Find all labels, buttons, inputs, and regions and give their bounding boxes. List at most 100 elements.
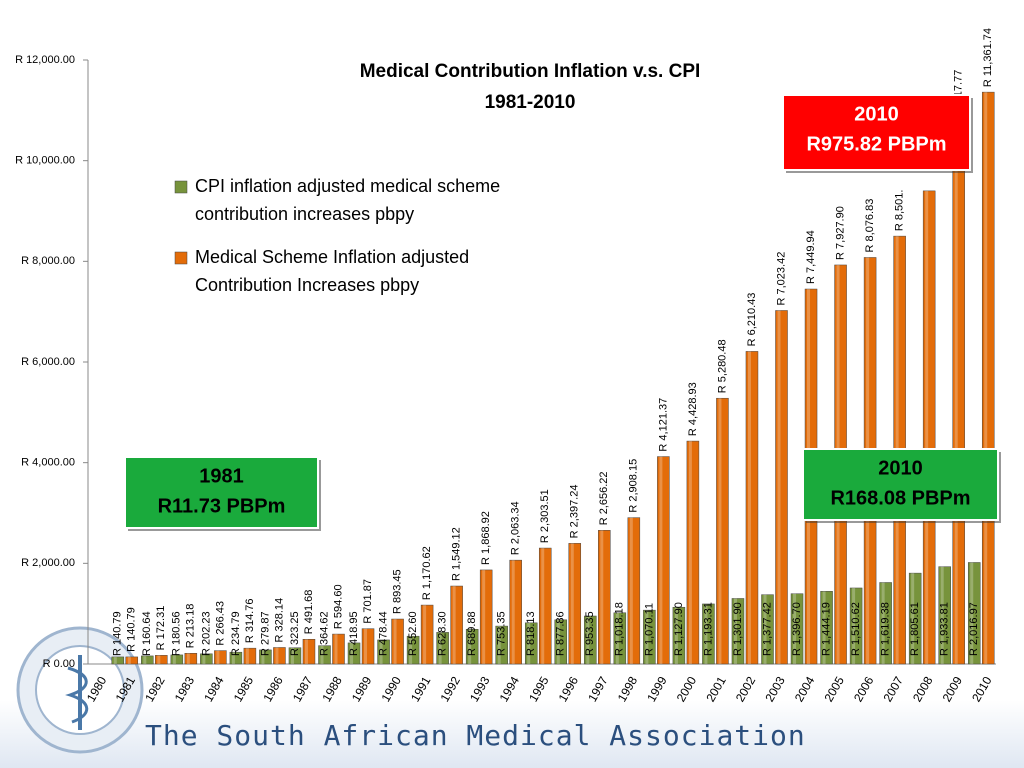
legend-label: Medical Scheme Inflation adjusted Contrib…	[195, 247, 469, 295]
x-tick-label: 2010	[969, 674, 995, 704]
value-label: R 140.79	[126, 607, 138, 652]
bar-highlight	[186, 653, 190, 664]
bar-highlight	[793, 593, 797, 664]
bar	[598, 530, 611, 665]
value-label: R 2,303.51	[539, 489, 551, 543]
x-tick-label: 1983	[172, 674, 198, 704]
value-label: R 2,063.34	[510, 501, 522, 555]
logo	[16, 626, 144, 754]
bar-highlight	[925, 190, 929, 664]
annotation-box	[124, 456, 319, 529]
x-tick-label: 2006	[851, 674, 877, 704]
bar-highlight	[364, 628, 368, 664]
value-label: R 594.60	[332, 584, 344, 629]
y-tick-label: R 4,000.00	[21, 457, 75, 469]
value-label: R 279.87	[259, 611, 271, 656]
bar	[672, 606, 686, 665]
bar	[657, 456, 670, 665]
bar-highlight	[556, 619, 560, 664]
bar-highlight	[600, 530, 604, 664]
bar	[702, 603, 715, 665]
bar-highlight	[881, 582, 885, 664]
bar	[391, 618, 404, 665]
value-label: R 234.79	[230, 611, 242, 656]
y-tick-label: R 6,000.00	[21, 356, 75, 368]
value-label: R 1,193.31	[702, 602, 714, 656]
value-label: R 202.23	[200, 611, 212, 656]
bar-highlight	[304, 639, 308, 664]
bar-highlight	[777, 310, 781, 664]
y-tick-label: R 10,000.00	[15, 155, 75, 167]
bar	[347, 642, 361, 665]
bar	[170, 654, 184, 665]
bar-highlight	[718, 398, 722, 664]
x-tick-label: 1996	[556, 674, 582, 704]
annotation-text: 2010	[878, 457, 923, 479]
x-tick-label: 1994	[497, 674, 523, 704]
value-label: R 7,927.90	[834, 206, 846, 260]
value-label: R 4,428.93	[687, 382, 699, 436]
value-label: R 418.95	[348, 611, 360, 656]
bar	[849, 587, 863, 665]
legend-swatch	[174, 251, 188, 265]
bar-highlight	[629, 517, 633, 664]
bar-highlight	[127, 656, 131, 664]
bar-highlight	[497, 626, 501, 664]
bar-highlight	[202, 653, 206, 664]
bar	[627, 517, 641, 665]
value-label: R 491.68	[303, 590, 315, 635]
x-tick-label: 2003	[762, 674, 788, 704]
annotation-box	[802, 448, 999, 521]
bar-highlight	[733, 598, 737, 664]
value-label: R 364.62	[318, 611, 330, 656]
bar-highlight	[452, 586, 456, 664]
value-label: R 1,933.81	[939, 602, 951, 656]
value-label: R 2,397.24	[569, 485, 581, 539]
x-tick-label: 1992	[438, 674, 464, 704]
chart-title: Medical Contribution Inflation v.s. CPI	[360, 61, 701, 82]
bar	[495, 625, 508, 665]
value-label: R 1,070.11	[643, 603, 655, 656]
bar-highlight	[822, 591, 826, 664]
x-tick-label: 1987	[290, 674, 316, 704]
bar	[938, 566, 951, 665]
bar	[922, 190, 936, 665]
bar-highlight	[645, 610, 649, 664]
bar	[302, 639, 316, 665]
y-tick-label: R 12,000.00	[15, 54, 75, 66]
bar-highlight	[747, 351, 751, 664]
x-tick-label: 1995	[526, 674, 552, 704]
x-tick-label: 1986	[260, 674, 286, 704]
value-label: R 1,377.42	[761, 602, 773, 656]
value-label: R 893.45	[391, 569, 403, 614]
bar	[613, 612, 627, 665]
x-tick-label: 1989	[349, 674, 375, 704]
value-label: R 323.25	[289, 611, 301, 656]
bar-highlight	[482, 569, 486, 664]
x-tick-label: 2002	[733, 674, 759, 704]
x-tick-label: 1991	[408, 674, 434, 704]
bar	[820, 591, 833, 665]
value-label: R 314.76	[244, 599, 256, 644]
y-tick-label: R 0.00	[43, 658, 75, 670]
bar-highlight	[350, 642, 354, 664]
x-tick-label: 1984	[201, 674, 227, 704]
bar-highlight	[970, 562, 974, 664]
bar	[568, 543, 582, 665]
x-tick-label: 1999	[644, 674, 670, 704]
bar	[141, 655, 154, 665]
value-label: R 11,361.74	[982, 28, 994, 87]
bar	[509, 559, 522, 665]
value-label: R 753.35	[496, 611, 508, 656]
bar-highlight	[409, 636, 413, 664]
annotation-box	[782, 94, 971, 171]
value-label: R 1,868.92	[480, 511, 492, 565]
bar-highlight	[261, 649, 265, 664]
bar-highlight	[674, 607, 678, 664]
bar-highlight	[984, 92, 988, 665]
bar	[259, 649, 272, 665]
x-tick-label: 1990	[378, 674, 404, 704]
bar	[155, 655, 168, 665]
value-label: R 877.86	[555, 611, 567, 656]
bar-highlight	[275, 647, 279, 664]
